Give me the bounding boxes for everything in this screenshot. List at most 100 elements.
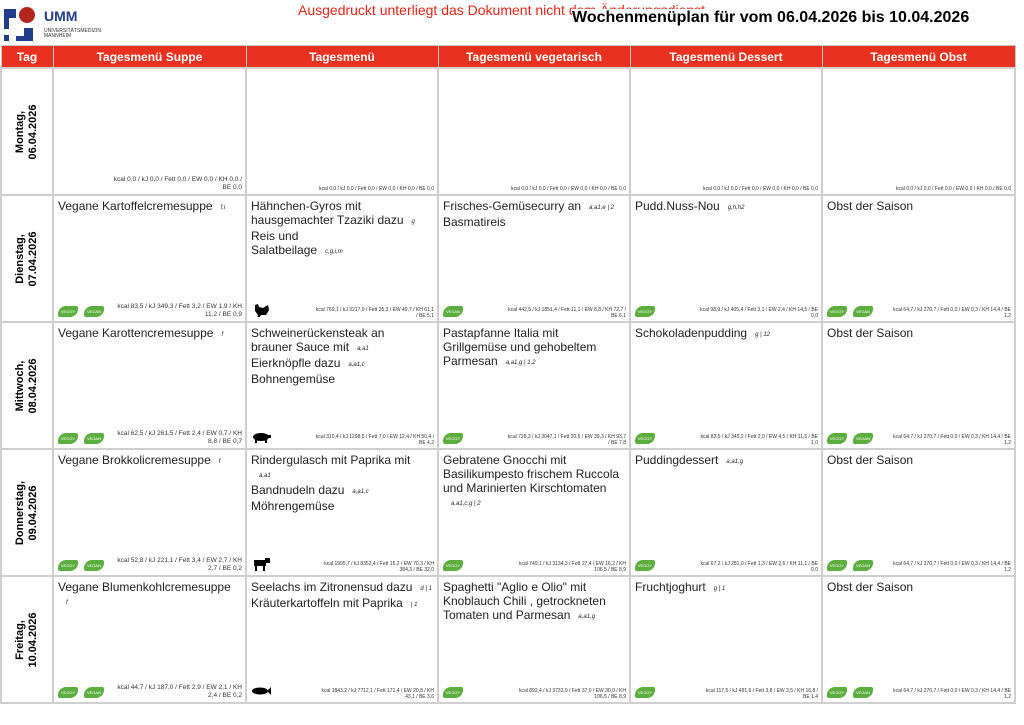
vegan-leaf-icon: VEGAN xyxy=(853,687,873,698)
badges: VEGGY VEGAN xyxy=(58,687,104,698)
dish-name: Vegane Kartoffelcremesuppe f,i xyxy=(54,196,245,215)
dish-line: Fruchtjoghurt g | 1 xyxy=(635,580,817,596)
allergen-codes: a,a1,g | 1,2 xyxy=(505,360,536,366)
dish-name: Schweinerückensteak an brauner Sauce mit a… xyxy=(247,323,437,386)
day-row: Dienstag, 07.04.2026 Vegane Kartoffelcrem… xyxy=(0,194,1016,323)
day-row: Mittwoch, 08.04.2026 Vegane Karottencreme… xyxy=(0,321,1016,450)
vegan-leaf-icon: VEGAN xyxy=(853,306,873,317)
dish-line: Knoblauch Chili , getrockneten xyxy=(443,594,625,608)
badges xyxy=(251,430,271,444)
dish-line: Salatbeilage c,g,i,m xyxy=(251,243,433,259)
menu-cell: Schokoladenpudding g | 12 VEGGY kcal 82,5 /… xyxy=(629,321,823,450)
nutrition-info: kcal 83,5 / kJ 349,3 / Fett 3,2 / EW 1,9… xyxy=(117,303,242,318)
nutrition-info: kcal 52,8 / kJ 221,1 / Fett 3,4 / EW 2,7… xyxy=(117,557,242,572)
veggy-leaf-icon: VEGGY xyxy=(827,560,847,571)
nutrition-info: kcal 1843,2 / kJ 7712,1 / Fett 171,4 / E… xyxy=(321,688,434,700)
badges xyxy=(251,303,271,317)
dish-line: Obst der Saison xyxy=(827,199,1010,213)
dish-text: Schokoladenpudding xyxy=(635,326,748,340)
dish-text: und Marinierten Kirschtomaten xyxy=(443,481,607,495)
dish-text: Parmesan xyxy=(443,354,498,368)
dish-line: und Marinierten Kirschtomaten xyxy=(443,481,625,495)
nutrition-info: kcal 64,7 / kJ 270,7 / Fett 0,0 / EW 0,3… xyxy=(893,561,1011,573)
badges: VEGGY xyxy=(635,687,655,698)
nutrition-info: kcal 0,0 / kJ 0,0 / Fett 0,0 / EW 0,0 / … xyxy=(113,176,242,191)
day-label: Freitag, 10.04.2026 xyxy=(14,611,39,668)
vegan-leaf-icon: VEGAN xyxy=(84,687,104,698)
column-header: Tagesmenü Suppe xyxy=(52,45,247,69)
nutrition-info: kcal 0,0 / kJ 0,0 / Fett 0,0 / EW 0,0 / … xyxy=(318,186,434,192)
nutrition-info: kcal 0,0 / kJ 0,0 / Fett 0,0 / EW 0,0 / … xyxy=(510,186,626,192)
day-cell: Dienstag, 07.04.2026 xyxy=(0,194,54,323)
dish-line: Spaghetti "Aglio e Olio" mit xyxy=(443,580,625,594)
dish-name xyxy=(247,69,437,72)
vegan-leaf-icon: VEGAN xyxy=(443,306,463,317)
day-row: Montag, 06.04.2026 kcal 0,0 / kJ 0,0 / Fe… xyxy=(0,67,1016,196)
nutrition-info: kcal 749,1 / kJ 3134,3 / Fett 27,4 / EW … xyxy=(519,561,626,573)
dish-line: Frisches-Gemüsecurry an a,a1,e | 2 xyxy=(443,199,625,215)
menu-cell: Obst der Saison VEGGY VEGAN kcal 64,7 / kJ … xyxy=(821,448,1016,577)
dish-name xyxy=(823,69,1014,72)
dish-name: Obst der Saison xyxy=(823,323,1014,340)
vegan-leaf-icon: VEGAN xyxy=(84,433,104,444)
day-cell: Donnerstag, 09.04.2026 xyxy=(0,448,54,577)
nutrition-info: kcal 64,7 / kJ 270,7 / Fett 0,0 / EW 0,3… xyxy=(893,434,1011,446)
nutrition-info: kcal 82,5 / kJ 345,2 / Fett 2,0 / EW 4,5… xyxy=(700,434,818,446)
veggy-leaf-icon: VEGGY xyxy=(58,306,78,317)
badges: VEGGY VEGAN xyxy=(58,433,104,444)
dish-text: Basilikumpesto frischem Ruccola xyxy=(443,467,620,481)
nutrition-info: kcal 67,2 / kJ 281,0 / Fett 1,3 / EW 2,6… xyxy=(700,561,818,573)
badges: VEGGY VEGAN xyxy=(827,687,873,698)
badges: VEGGY VEGAN xyxy=(827,306,873,317)
dish-line: a,a1,c,g | 2 xyxy=(443,495,625,511)
dish-text: Bohnengemüse xyxy=(251,372,336,386)
dish-line: Kräuterkartoffeln mit Paprika | 1 xyxy=(251,596,433,612)
dish-text: Basmatireis xyxy=(443,215,506,229)
allergen-codes: f xyxy=(218,459,221,465)
dish-line: Möhrengemüse xyxy=(251,499,433,513)
allergen-codes: a,a1,g xyxy=(578,614,596,620)
menu-cell: Vegane Blumenkohlcremesuppe f VEGGY VEGAN kc… xyxy=(52,575,247,704)
nutrition-info: kcal 0,0 / kJ 0,0 / Fett 0,0 / EW 0,0 / … xyxy=(702,186,818,192)
day-cell: Montag, 06.04.2026 xyxy=(0,67,54,196)
page-title: Wochenmenüplan für vom 06.04.2026 bis 10… xyxy=(572,9,970,27)
dish-text: Fruchtjoghurt xyxy=(635,580,706,594)
dish-text: Pastapfanne Italia mit xyxy=(443,326,559,340)
dish-name: Schokoladenpudding g | 12 xyxy=(631,323,821,342)
nutrition-info: kcal 44,7 / kJ 187,0 / Fett 2,9 / EW 2,1… xyxy=(117,684,242,699)
badges: VEGGY VEGAN xyxy=(58,306,104,317)
nutrition-info: kcal 117,5 / kJ 491,6 / Fett 3,8 / EW 3,… xyxy=(705,688,818,700)
veggy-leaf-icon: VEGGY xyxy=(58,687,78,698)
menu-table: Tag Tagesmenü Suppe Tagesmenü Tagesmenü veg… xyxy=(0,45,1016,704)
veggy-leaf-icon: VEGGY xyxy=(443,560,463,571)
veggy-leaf-icon: VEGGY xyxy=(827,306,847,317)
badges: VEGAN xyxy=(443,306,463,317)
menu-cell: Rindergulasch mit Paprika mit a,a1 Bandnud… xyxy=(245,448,439,577)
dish-name xyxy=(631,69,821,72)
dish-text: Pudd.Nuss-Nou xyxy=(635,199,720,213)
dish-text: Frisches-Gemüsecurry an xyxy=(443,199,582,213)
allergen-codes: f xyxy=(66,600,68,606)
dish-text: Schweinerückensteak an xyxy=(251,326,385,340)
dish-name: Obst der Saison xyxy=(823,450,1014,467)
dish-line: Obst der Saison xyxy=(827,453,1010,467)
menu-cell: kcal 0,0 / kJ 0,0 / Fett 0,0 / EW 0,0 / … xyxy=(629,67,823,196)
dish-name: Gebratene Gnocchi mit Basilikumpesto fris… xyxy=(439,450,629,511)
dish-line: Tomaten und Parmesan a,a1,g xyxy=(443,608,625,624)
dish-text: Spaghetti "Aglio e Olio" mit xyxy=(443,580,587,594)
nutrition-info: kcal 892,4 / kJ 3733,9 / Fett 37,0 / EW … xyxy=(519,688,626,700)
badges: VEGGY VEGAN xyxy=(58,560,104,571)
allergen-codes: c,g,i,m xyxy=(325,249,343,255)
menu-cell: Pastapfanne Italia mit Grillgemüse und ge… xyxy=(437,321,631,450)
day-cell: Freitag, 10.04.2026 xyxy=(0,575,54,704)
allergen-codes: a,a1,e | 2 xyxy=(589,205,614,211)
dish-name: Vegane Karottencremesuppe f xyxy=(54,323,245,342)
badges xyxy=(251,557,271,571)
allergen-codes: g | 12 xyxy=(755,332,771,338)
veggy-leaf-icon: VEGGY xyxy=(443,433,463,444)
menu-cell: Obst der Saison VEGGY VEGAN kcal 64,7 / kJ … xyxy=(821,321,1016,450)
allergen-codes: a,a1,c,g | 2 xyxy=(451,501,481,507)
dish-text: Vegane Karottencremesuppe xyxy=(58,326,214,340)
dish-name: Vegane Brokkolicremesuppe f xyxy=(54,450,245,469)
veggy-leaf-icon: VEGGY xyxy=(635,687,655,698)
